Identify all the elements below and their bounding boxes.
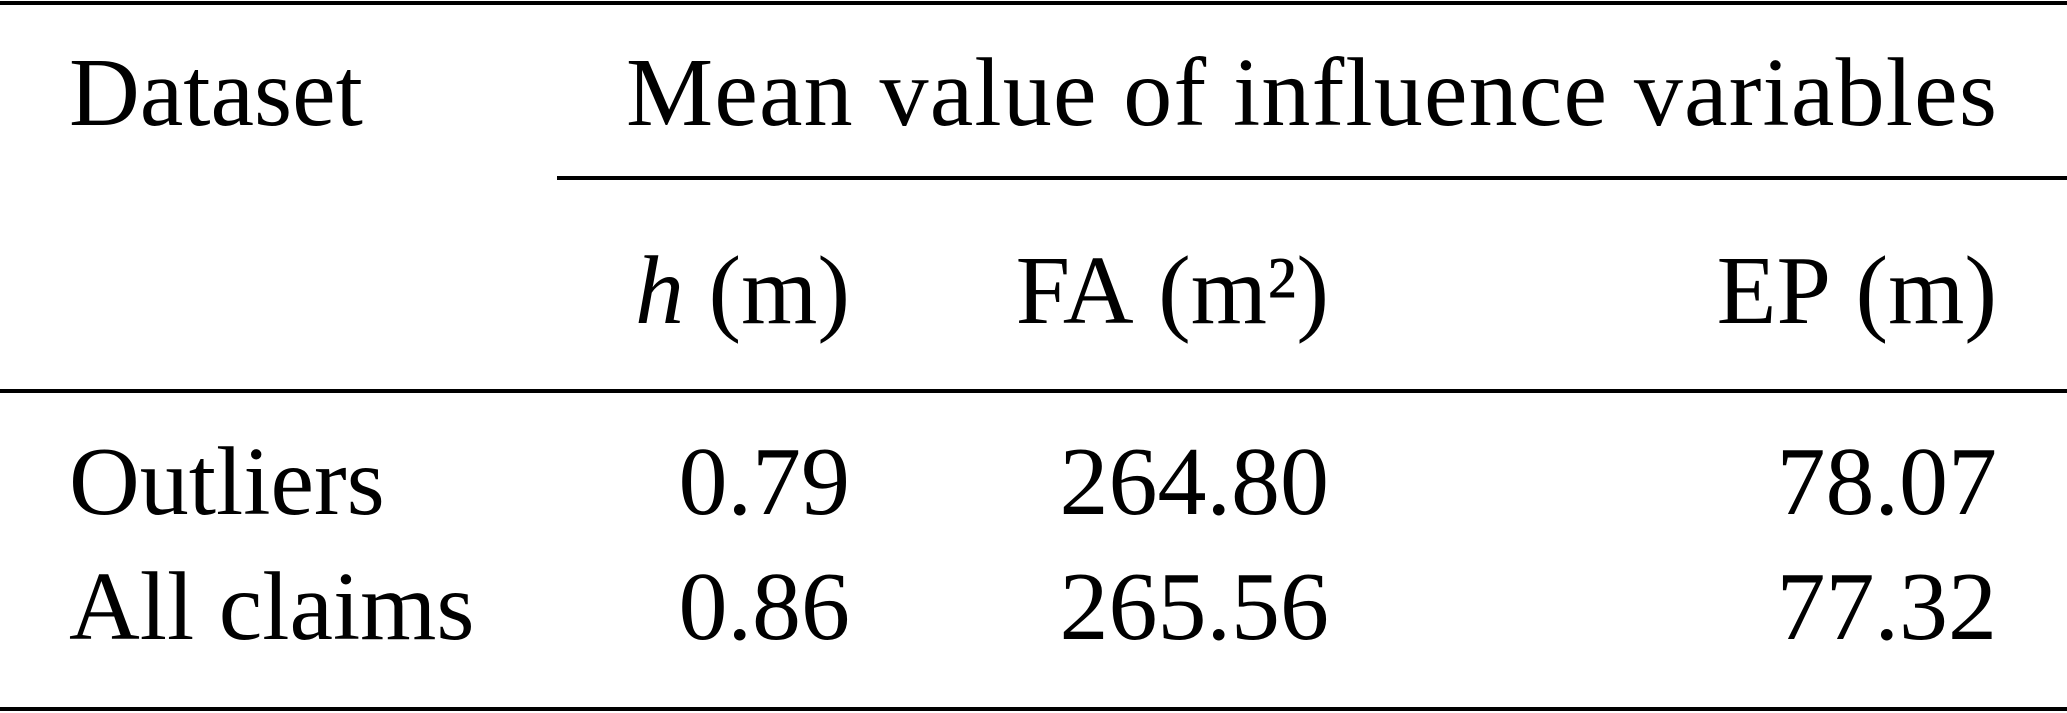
header-dataset: Dataset bbox=[69, 39, 363, 147]
cell-value: 0.79 bbox=[679, 428, 851, 536]
column-symbol: FA bbox=[1016, 237, 1134, 345]
column-symbol: h bbox=[635, 237, 684, 345]
column-header: h (m) bbox=[635, 237, 850, 345]
column-header: FA (m²) bbox=[1016, 237, 1329, 345]
cell-value: 264.80 bbox=[1060, 428, 1330, 536]
cell-value: 77.32 bbox=[1777, 553, 1998, 661]
cell-value: 0.86 bbox=[679, 553, 851, 661]
column-header: EP (m) bbox=[1717, 237, 1997, 345]
column-unit: (m) bbox=[1856, 237, 1998, 345]
header-group: Mean value of influence variables bbox=[626, 39, 1997, 147]
row-label: Outliers bbox=[69, 428, 385, 536]
cell-value: 78.07 bbox=[1777, 428, 1998, 536]
column-symbol: EP bbox=[1717, 237, 1831, 345]
row-label: All claims bbox=[69, 553, 475, 661]
cell-value: 265.56 bbox=[1060, 553, 1330, 661]
column-unit: (m²) bbox=[1158, 237, 1329, 345]
column-unit: (m) bbox=[709, 237, 851, 345]
